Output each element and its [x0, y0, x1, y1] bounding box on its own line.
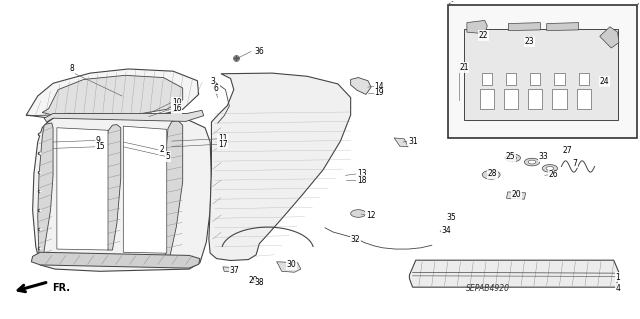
Polygon shape [42, 75, 182, 118]
Text: 38: 38 [255, 278, 264, 287]
Text: 14: 14 [374, 82, 384, 91]
Text: 28: 28 [487, 169, 497, 178]
Text: 22: 22 [478, 31, 488, 40]
Polygon shape [467, 20, 487, 34]
Text: 27: 27 [563, 146, 572, 155]
Text: 34: 34 [442, 226, 451, 234]
Polygon shape [38, 123, 53, 260]
Text: 20: 20 [511, 190, 521, 199]
Polygon shape [104, 124, 121, 250]
Text: 30: 30 [287, 260, 296, 270]
Polygon shape [124, 126, 167, 253]
Polygon shape [276, 262, 301, 272]
Text: 29: 29 [248, 276, 258, 285]
Bar [577, 89, 591, 109]
Text: SEPAB4920: SEPAB4920 [466, 284, 509, 293]
Text: 3: 3 [210, 77, 215, 86]
Circle shape [509, 156, 516, 160]
Polygon shape [31, 252, 200, 268]
Text: 24: 24 [600, 77, 609, 86]
Polygon shape [33, 114, 211, 271]
Circle shape [505, 154, 520, 162]
Bar [552, 89, 566, 109]
Text: 2: 2 [159, 145, 164, 154]
Bar [579, 73, 589, 85]
Text: 9: 9 [95, 136, 100, 145]
Text: 13: 13 [357, 169, 367, 178]
Polygon shape [209, 73, 351, 261]
Text: 10: 10 [172, 98, 182, 107]
Circle shape [524, 158, 540, 166]
Polygon shape [57, 128, 108, 250]
Text: 5: 5 [166, 152, 170, 161]
Circle shape [528, 160, 536, 164]
Bar [448, 5, 637, 138]
Text: 18: 18 [357, 176, 367, 185]
Circle shape [487, 173, 495, 177]
Text: 17: 17 [218, 140, 227, 149]
Text: 8: 8 [70, 64, 74, 73]
Text: 16: 16 [172, 104, 182, 113]
Polygon shape [44, 110, 204, 122]
Polygon shape [394, 138, 408, 147]
Text: 36: 36 [255, 47, 264, 56]
Text: 15: 15 [95, 142, 105, 151]
Polygon shape [547, 23, 579, 31]
Text: 32: 32 [351, 235, 360, 244]
Bar [528, 89, 542, 109]
Text: 33: 33 [538, 152, 548, 161]
Text: 1: 1 [616, 272, 620, 281]
Text: 35: 35 [447, 213, 456, 222]
Text: 25: 25 [505, 152, 515, 161]
Polygon shape [164, 121, 182, 256]
Polygon shape [506, 192, 525, 199]
Text: 7: 7 [572, 159, 577, 168]
Bar [504, 89, 518, 109]
Text: 31: 31 [408, 137, 418, 145]
Polygon shape [410, 260, 619, 287]
Circle shape [482, 170, 500, 179]
Polygon shape [600, 27, 619, 48]
Text: FR.: FR. [52, 283, 70, 293]
Text: 23: 23 [524, 38, 534, 47]
Text: 19: 19 [374, 88, 384, 97]
Bar [481, 73, 492, 85]
Circle shape [542, 165, 557, 172]
Bar [530, 73, 540, 85]
Bar [554, 73, 564, 85]
Text: 4: 4 [616, 284, 621, 293]
Text: 11: 11 [218, 134, 227, 143]
Bar [506, 73, 516, 85]
Polygon shape [351, 78, 371, 94]
Polygon shape [26, 69, 198, 121]
Text: 6: 6 [214, 85, 219, 93]
Circle shape [546, 167, 554, 170]
Bar [479, 89, 493, 109]
Polygon shape [223, 267, 234, 272]
Text: 21: 21 [460, 63, 468, 72]
Text: 12: 12 [366, 211, 376, 219]
Bar [464, 29, 618, 121]
Polygon shape [508, 23, 540, 31]
Text: 26: 26 [548, 170, 558, 179]
Circle shape [351, 210, 366, 217]
Text: 37: 37 [229, 266, 239, 275]
